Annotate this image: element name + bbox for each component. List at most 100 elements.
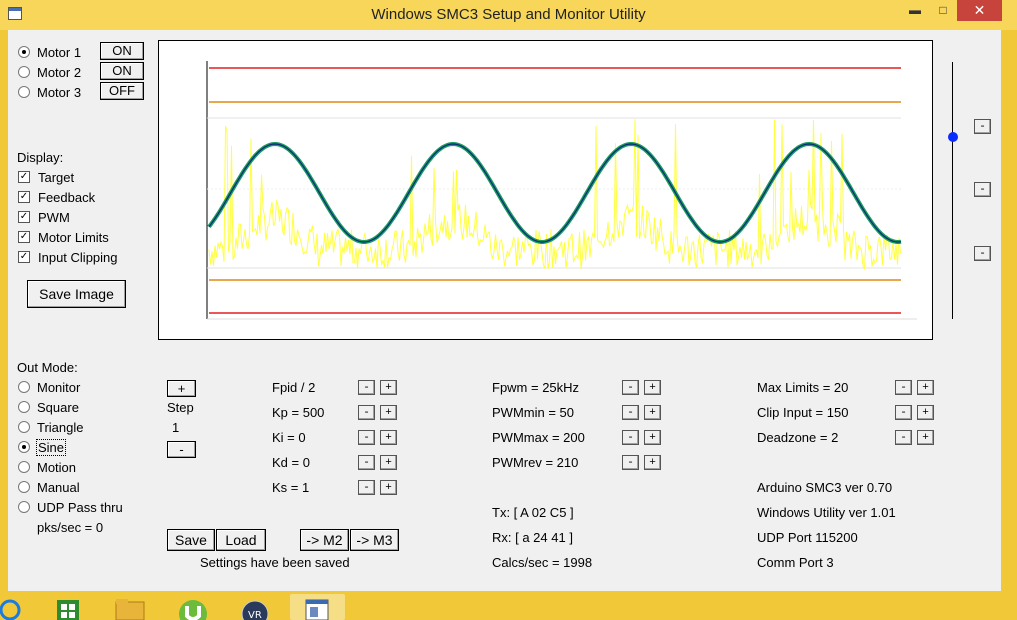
internet-explorer-icon[interactable] <box>0 594 24 620</box>
checkbox-label: Motor Limits <box>38 229 109 245</box>
step-value: 1 <box>172 420 180 435</box>
clip-input-decrease-button[interactable]: - <box>895 405 912 420</box>
motor-2-label: Motor 2 <box>37 64 82 80</box>
pwmrev-increase-button[interactable]: + <box>644 455 661 470</box>
ki-decrease-button[interactable]: - <box>358 430 375 445</box>
minimize-button[interactable]: ▬ <box>909 3 921 17</box>
vr-app-icon[interactable]: VR <box>228 594 283 620</box>
kd-increase-button[interactable]: + <box>380 455 397 470</box>
maximize-button[interactable]: □ <box>939 3 947 17</box>
display-target-checkbox[interactable]: ✓ Target <box>18 168 74 186</box>
store-icon[interactable] <box>40 594 95 620</box>
radio-selected-icon <box>18 46 30 58</box>
display-input-clipping-checkbox[interactable]: ✓ Input Clipping <box>18 248 118 266</box>
max-limits-label: Max Limits = 20 <box>757 380 849 395</box>
motor-1-toggle-button[interactable]: ON <box>100 42 144 60</box>
pwmrev-label: PWMrev = 210 <box>492 455 579 470</box>
motor-1-label: Motor 1 <box>37 44 82 60</box>
out-mode-motion-radio[interactable]: Motion <box>18 458 76 476</box>
step-increase-button[interactable]: + <box>167 380 196 397</box>
radio-icon <box>18 501 30 513</box>
save-image-button[interactable]: Save Image <box>27 280 126 308</box>
ki-label: Ki = 0 <box>272 430 306 445</box>
arduino-version: Arduino SMC3 ver 0.70 <box>757 480 893 495</box>
display-pwm-checkbox[interactable]: ✓ PWM <box>18 208 70 226</box>
manual-position-slider-track[interactable] <box>952 62 953 319</box>
radio-label: Sine <box>35 438 67 456</box>
radio-selected-icon <box>18 441 30 453</box>
pwmmin-decrease-button[interactable]: - <box>622 405 639 420</box>
clip-input-increase-button[interactable]: + <box>917 405 934 420</box>
slider-step-button-2[interactable]: - <box>974 182 991 197</box>
out-mode-manual-radio[interactable]: Manual <box>18 478 80 496</box>
motor-2-toggle-button[interactable]: ON <box>100 62 144 80</box>
motor-3-toggle-button[interactable]: OFF <box>100 82 144 100</box>
radio-icon <box>18 401 30 413</box>
radio-icon <box>18 461 30 473</box>
checkbox-label: Input Clipping <box>38 249 118 265</box>
manual-position-slider-knob[interactable] <box>948 131 958 142</box>
fpid-increase-button[interactable]: + <box>380 380 397 395</box>
ki-increase-button[interactable]: + <box>380 430 397 445</box>
out-mode-square-radio[interactable]: Square <box>18 398 79 416</box>
display-motor-limits-checkbox[interactable]: ✓ Motor Limits <box>18 228 109 246</box>
fpid-label: Fpid / 2 <box>272 380 316 395</box>
kp-decrease-button[interactable]: - <box>358 405 375 420</box>
deadzone-label: Deadzone = 2 <box>757 430 839 445</box>
kp-increase-button[interactable]: + <box>380 405 397 420</box>
out-mode-triangle-radio[interactable]: Triangle <box>18 418 83 436</box>
app-client-area: Motor 1 ON Motor 2 ON Motor 3 OFF Displa… <box>8 30 1001 591</box>
radio-label: Monitor <box>37 379 81 395</box>
max-limits-decrease-button[interactable]: - <box>895 380 912 395</box>
pwmmin-label: PWMmin = 50 <box>492 405 574 420</box>
load-settings-button[interactable]: Load <box>216 529 266 551</box>
pwmrev-decrease-button[interactable]: - <box>622 455 639 470</box>
ks-decrease-button[interactable]: - <box>358 480 375 495</box>
kd-decrease-button[interactable]: - <box>358 455 375 470</box>
pwmmin-increase-button[interactable]: + <box>644 405 661 420</box>
close-button[interactable]: ✕ <box>957 0 1002 21</box>
display-feedback-checkbox[interactable]: ✓ Feedback <box>18 188 95 206</box>
fpwm-decrease-button[interactable]: - <box>622 380 639 395</box>
ks-label: Ks = 1 <box>272 480 310 495</box>
monitor-plot-canvas <box>206 61 917 320</box>
utorrent-icon[interactable] <box>165 594 220 620</box>
radio-icon <box>18 86 30 98</box>
pwmmax-decrease-button[interactable]: - <box>622 430 639 445</box>
out-mode-udp-radio[interactable]: UDP Pass thru <box>18 498 123 516</box>
ks-increase-button[interactable]: + <box>380 480 397 495</box>
out-mode-sine-radio[interactable]: Sine <box>18 438 67 456</box>
save-settings-button[interactable]: Save <box>167 529 215 551</box>
feedback-trace <box>208 143 902 243</box>
status-message: Settings have been saved <box>200 555 350 570</box>
step-decrease-button[interactable]: - <box>167 441 196 458</box>
deadzone-decrease-button[interactable]: - <box>895 430 912 445</box>
slider-step-button-3[interactable]: - <box>974 246 991 261</box>
max-limits-increase-button[interactable]: + <box>917 380 934 395</box>
motor-3-radio[interactable]: Motor 3 <box>18 83 81 101</box>
radio-icon <box>18 66 30 78</box>
motor-2-radio[interactable]: Motor 2 <box>18 63 81 81</box>
smc3-app-icon[interactable] <box>290 594 345 620</box>
out-mode-monitor-radio[interactable]: Monitor <box>18 378 80 396</box>
fpwm-increase-button[interactable]: + <box>644 380 661 395</box>
pwmmax-label: PWMmax = 200 <box>492 430 585 445</box>
pwmmax-increase-button[interactable]: + <box>644 430 661 445</box>
kd-label: Kd = 0 <box>272 455 310 470</box>
out-mode-heading: Out Mode: <box>17 360 78 375</box>
checkbox-label: PWM <box>38 209 70 225</box>
radio-label: Motion <box>37 459 77 475</box>
fpid-decrease-button[interactable]: - <box>358 380 375 395</box>
step-label: Step <box>167 400 194 415</box>
copy-to-m3-button[interactable]: -> M3 <box>350 529 399 551</box>
file-explorer-icon[interactable] <box>102 594 157 620</box>
copy-to-m2-button[interactable]: -> M2 <box>300 529 349 551</box>
slider-step-button-1[interactable]: - <box>974 119 991 134</box>
deadzone-increase-button[interactable]: + <box>917 430 934 445</box>
motor-1-radio[interactable]: Motor 1 <box>18 43 81 61</box>
window-title: Windows SMC3 Setup and Monitor Utility <box>371 6 646 23</box>
windows-utility-version: Windows Utility ver 1.01 <box>757 505 896 520</box>
fpwm-label: Fpwm = 25kHz <box>492 380 580 395</box>
radio-label: Square <box>37 399 79 415</box>
pwm-trace <box>208 119 901 271</box>
